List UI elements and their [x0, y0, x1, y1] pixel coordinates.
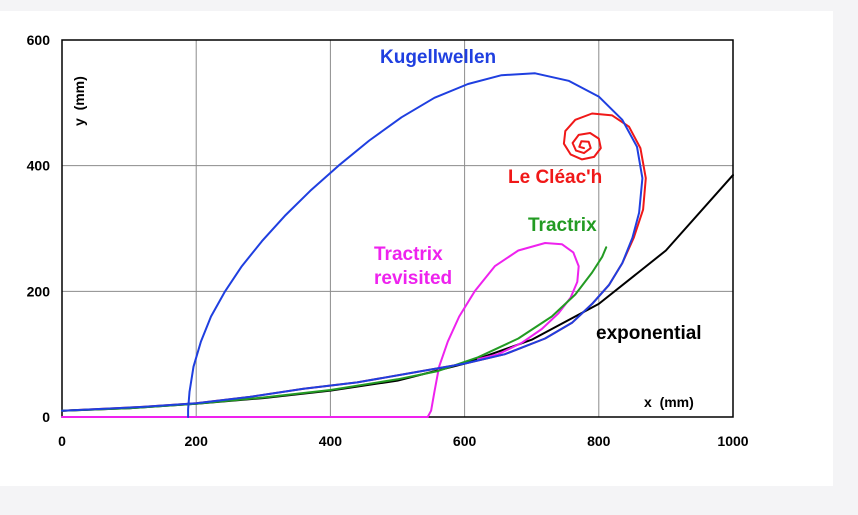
y-tick-label: 200 — [27, 283, 51, 299]
series-line-le-cl-ac-h — [61, 112, 647, 412]
x-tick-label: 400 — [319, 433, 343, 449]
chart-card: 0 200 400 600 800 1000 0 200 400 600 x (mm) y (mm… — [0, 11, 833, 486]
y-axis-label: y (mm) — [71, 76, 87, 126]
label-tractrix: Tractrix — [528, 215, 597, 236]
x-tick-label: 0 — [58, 433, 66, 449]
label-tractrix-revisited: Tractrix revisited — [374, 244, 452, 289]
x-tick-label: 200 — [185, 433, 209, 449]
tick-labels: 0 200 400 600 800 1000 0 200 400 600 — [27, 32, 749, 449]
grid — [62, 40, 733, 417]
label-tractrix-revisited-line1: Tractrix — [374, 244, 443, 265]
label-kugellwellen: Kugellwellen — [380, 47, 496, 68]
series-line-kugellwellen — [61, 72, 644, 418]
y-tick-label: 0 — [42, 409, 50, 425]
y-tick-label: 400 — [27, 158, 51, 174]
x-tick-label: 600 — [453, 433, 477, 449]
chart-svg: 0 200 400 600 800 1000 0 200 400 600 x (mm) y (mm… — [27, 32, 749, 449]
label-le-cleach: Le Cléac'h — [508, 167, 602, 188]
series-line-tractrix-revisited — [61, 242, 580, 418]
x-tick-label: 800 — [587, 433, 611, 449]
y-tick-label: 600 — [27, 32, 51, 48]
plot-frame — [61, 39, 734, 418]
label-exponential: exponential — [596, 323, 702, 344]
series-line-tractrix — [61, 246, 608, 412]
x-tick-label: 1000 — [717, 433, 748, 449]
curves — [61, 72, 734, 418]
label-tractrix-revisited-line2: revisited — [374, 268, 452, 289]
x-axis-label: x (mm) — [644, 394, 694, 410]
